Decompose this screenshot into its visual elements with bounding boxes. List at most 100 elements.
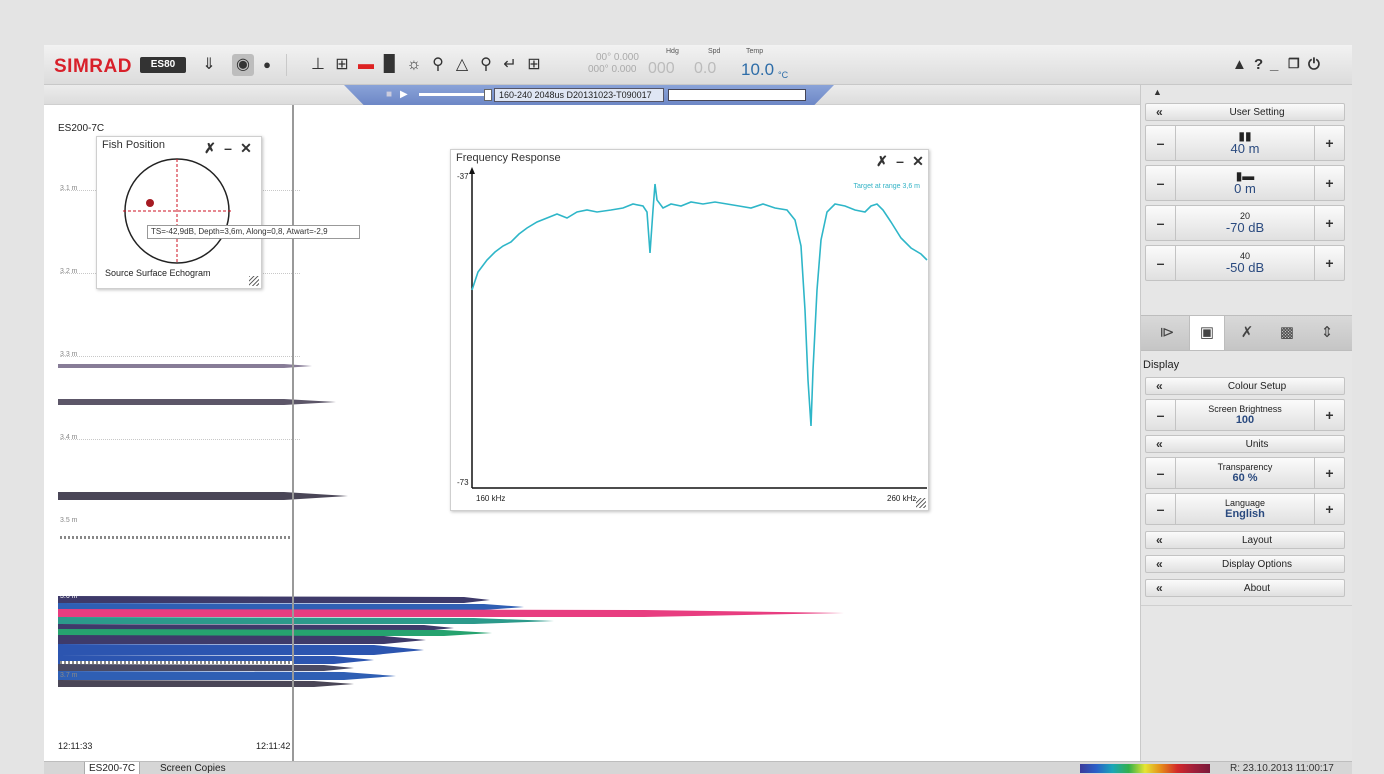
minimize-icon[interactable]: –	[896, 153, 904, 169]
grid-icon[interactable]: ⊞	[527, 56, 541, 73]
tvg20-minus-button[interactable]: –	[1146, 206, 1176, 240]
stop-icon[interactable]: ■	[386, 89, 393, 100]
range-minus-button[interactable]: –	[1146, 126, 1176, 160]
tvg40-label: 40	[1239, 251, 1250, 261]
replay-file-name: 160-240 2048us D20131023-T090017	[494, 88, 664, 102]
colour-setup-button[interactable]: « Colour Setup	[1145, 377, 1345, 395]
user-setting-button[interactable]: « User Setting	[1145, 103, 1345, 121]
replay-slider-thumb[interactable]	[484, 89, 492, 101]
units-button[interactable]: « Units	[1145, 435, 1345, 453]
close-icon[interactable]: ✕	[912, 153, 924, 169]
brightness-value: 100	[1235, 414, 1255, 426]
time-cursor-line[interactable]	[292, 105, 294, 761]
active-icon[interactable]: ▩	[1279, 324, 1295, 341]
color-icon[interactable]: △	[455, 56, 469, 73]
histogram-icon[interactable]: ▉	[383, 56, 397, 73]
tab-screen-copies[interactable]: Screen Copies	[160, 763, 226, 774]
start-range-display: ▮▬ 0 m	[1176, 166, 1314, 200]
time-start: 12:11:33	[58, 741, 93, 751]
depth-gridline	[60, 356, 300, 357]
transparency-display: Transparency 60 %	[1176, 458, 1314, 488]
tvg40-minus-button[interactable]: –	[1146, 246, 1176, 280]
brightness-display: Screen Brightness 100	[1176, 400, 1314, 430]
zoom-region-icon[interactable]: ⊞	[335, 56, 349, 73]
display-options-button[interactable]: « Display Options	[1145, 555, 1345, 573]
brightness-plus-button[interactable]: +	[1314, 400, 1344, 430]
depth-label: 3.1 m	[60, 185, 78, 192]
zoom-in-icon[interactable]: ⚲	[480, 56, 492, 73]
depth-gridline	[60, 439, 300, 440]
range-display: ▮▮ 40 m	[1176, 126, 1314, 160]
close-icon[interactable]: ✕	[240, 140, 252, 156]
replay-progress	[668, 89, 806, 101]
minimize-icon[interactable]: _	[1270, 56, 1279, 73]
transparency-plus-button[interactable]: +	[1314, 458, 1344, 488]
settings-icon[interactable]: ✗	[204, 140, 216, 156]
tab-es200-7c[interactable]: ES200-7C	[84, 762, 141, 774]
expand-icon[interactable]: ⇕	[1320, 324, 1334, 341]
range-value: 40 m	[1230, 141, 1260, 156]
expand-left-icon: «	[1156, 557, 1163, 571]
frequency-response-plot	[469, 167, 928, 489]
transparency-control: – Transparency 60 % +	[1145, 457, 1345, 489]
pointer-icon[interactable]: ↵	[503, 56, 517, 73]
brightness-minus-button[interactable]: –	[1146, 400, 1176, 430]
range-icon: ▮▮	[1238, 129, 1252, 143]
depth-label: 3.5 m	[60, 517, 78, 524]
about-button[interactable]: « About	[1145, 579, 1345, 597]
transparency-label: Transparency	[1217, 462, 1273, 472]
power-icon[interactable]: ⏻	[1308, 56, 1320, 73]
language-plus-button[interactable]: +	[1314, 494, 1344, 524]
tvg20-display: 20 -70 dB	[1176, 206, 1314, 240]
setup-icon[interactable]: ✗	[1240, 324, 1254, 341]
resize-grip-icon[interactable]	[916, 498, 926, 508]
start-range-minus-button[interactable]: –	[1146, 166, 1176, 200]
fish-position-panel[interactable]: Fish Position ✗ – ✕ Source Surface Echogra…	[96, 136, 262, 289]
fish-panel-controls: ✗ – ✕	[201, 139, 257, 158]
display-icon[interactable]: ▣	[1189, 316, 1225, 350]
seabed-hatch	[60, 661, 293, 664]
depth-line-icon[interactable]: ⊥	[311, 56, 325, 73]
echogram-echoes	[58, 364, 844, 687]
color-scale[interactable]	[1080, 764, 1210, 773]
range-control: – ▮▮ 40 m +	[1145, 125, 1345, 161]
expand-left-icon: «	[1156, 105, 1163, 119]
screen-brightness-control: – Screen Brightness 100 +	[1145, 399, 1345, 431]
frequency-response-title: Frequency Response	[456, 152, 561, 164]
title-bar: SIMRAD ES80 ⇓ ◉ ● ⊥ ⊞ ▬ ▉ ☼ ⚲ △ ⚲ ↵ ⊞ 00…	[44, 45, 1352, 85]
start-range-control: – ▮▬ 0 m +	[1145, 165, 1345, 201]
tvg20-plus-button[interactable]: +	[1314, 206, 1344, 240]
right-sidebar: ▲ « User Setting – ▮▮ 40 m + – ▮▬ 0 m + …	[1140, 85, 1352, 771]
product-badge: ES80	[140, 57, 186, 73]
x-min-label: 160 kHz	[476, 494, 506, 503]
transparency-minus-button[interactable]: –	[1146, 458, 1176, 488]
tvg40-plus-button[interactable]: +	[1314, 246, 1344, 280]
tvg40-control: – 40 -50 dB +	[1145, 245, 1345, 281]
range-plus-button[interactable]: +	[1314, 126, 1344, 160]
start-range-plus-button[interactable]: +	[1314, 166, 1344, 200]
resize-grip-icon[interactable]	[249, 276, 259, 286]
play-icon[interactable]: ▶	[400, 89, 408, 100]
magnifier-icon[interactable]: ⚲	[432, 56, 444, 73]
camera-icon[interactable]: ◉	[232, 54, 254, 76]
language-minus-button[interactable]: –	[1146, 494, 1176, 524]
chevron-down-icon[interactable]: ⇓	[202, 56, 216, 73]
minimize-icon[interactable]: –	[224, 140, 232, 156]
transparency-value: 60 %	[1232, 472, 1258, 484]
horizontal-line-icon[interactable]: ▬	[358, 56, 374, 73]
replay-slider[interactable]	[419, 93, 489, 96]
fish-position-title: Fish Position	[102, 139, 165, 151]
help-icon[interactable]: ?	[1254, 56, 1264, 73]
frequency-response-panel[interactable]: Frequency Response ✗ – ✕ Target at range 3…	[450, 149, 929, 511]
settings-icon[interactable]: ✗	[876, 153, 888, 169]
restore-icon[interactable]: ❐	[1288, 56, 1300, 71]
frequency-response-annotation: Target at range 3,6 m	[853, 183, 920, 190]
operation-icon[interactable]: ⧐	[1159, 324, 1175, 341]
record-icon[interactable]: ●	[263, 57, 271, 72]
compass-icon[interactable]: ☼	[406, 56, 422, 73]
layout-button[interactable]: « Layout	[1145, 531, 1345, 549]
pin-icon[interactable]: ▲	[1153, 87, 1162, 97]
display-section-title: Display	[1143, 359, 1180, 371]
warning-icon[interactable]: ▲	[1232, 56, 1247, 73]
status-bar: ES200-7C Screen Copies R: 23.10.2013 11:…	[44, 761, 1352, 774]
